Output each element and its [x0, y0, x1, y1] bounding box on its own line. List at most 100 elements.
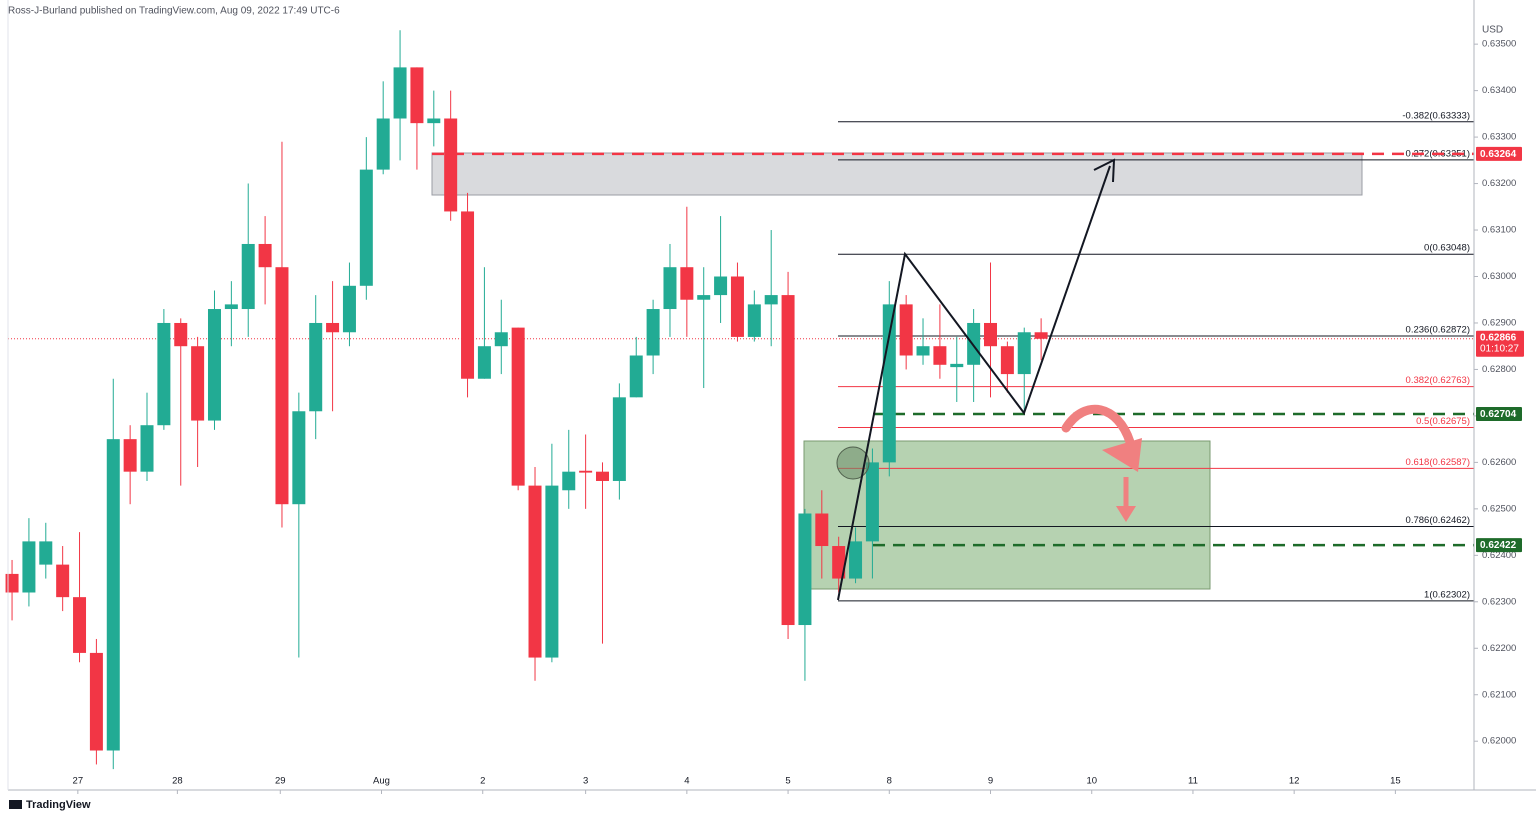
candle-body	[798, 513, 812, 626]
candle-body	[781, 295, 795, 626]
candle-body	[326, 322, 340, 333]
candle-body	[292, 411, 306, 505]
candle-body	[832, 546, 846, 579]
candle-body	[393, 67, 407, 119]
candle-body	[1034, 332, 1048, 339]
y-tick-label: 0.63400	[1482, 85, 1516, 96]
fib-label: 0.786(0.62462)	[1406, 515, 1470, 526]
projection-line	[837, 165, 1111, 601]
candle-body	[595, 471, 609, 481]
x-tick-label: 8	[887, 776, 892, 787]
x-tick-label: 12	[1289, 776, 1300, 787]
candle-body	[359, 169, 373, 286]
candle-body	[258, 243, 272, 268]
candle-body	[410, 67, 424, 124]
candle-body	[275, 267, 289, 505]
candle-body	[562, 471, 576, 491]
candle-body	[157, 322, 171, 426]
candle-body	[106, 439, 120, 751]
fib-label: 1(0.62302)	[1424, 589, 1470, 600]
x-tick-label: 5	[785, 776, 790, 787]
candle-body	[461, 211, 475, 379]
fib-label: -0.382(0.63333)	[1402, 110, 1470, 121]
y-tick-label: 0.62600	[1482, 457, 1516, 468]
candle-body	[511, 327, 525, 486]
x-tick-label: 3	[583, 776, 588, 787]
x-tick-label: 10	[1086, 776, 1097, 787]
curved-arrow-head	[1102, 438, 1142, 472]
highlight-circle	[836, 446, 870, 480]
marks: -0.382(0.63333)0.272(0.63251)0(0.63048)0…	[5, 30, 1474, 770]
x-tick-label: 11	[1188, 776, 1198, 787]
candle-body	[342, 285, 356, 333]
header: Ross-J-Burland published on TradingView.…	[8, 6, 340, 17]
fib-label: 0.382(0.62763)	[1406, 375, 1470, 386]
y-tick-label: 0.63200	[1482, 178, 1516, 189]
down-arrow-head	[1116, 506, 1136, 522]
x-tick-label: 9	[988, 776, 993, 787]
y-tick-label: 0.62500	[1482, 503, 1516, 514]
candle-body	[73, 597, 87, 653]
y-tick-label: 0.62800	[1482, 364, 1516, 375]
candle-body	[629, 355, 643, 398]
candle-body	[56, 564, 70, 598]
y-tick-label: 0.62000	[1482, 736, 1516, 747]
y-tick-label: 0.63500	[1482, 39, 1516, 50]
currency: USD	[1482, 25, 1503, 36]
x-tick-label: 28	[172, 776, 183, 787]
candle-body	[140, 425, 154, 472]
drawings-over	[836, 158, 1142, 601]
candle-body	[612, 397, 626, 481]
candle-body	[174, 322, 188, 347]
candle-body	[815, 513, 829, 547]
price-tag	[1476, 407, 1522, 422]
x-tick-label: 29	[275, 776, 286, 787]
price-tag-label: 0.62704	[1480, 409, 1517, 420]
candle-body	[39, 541, 53, 565]
x-tick-label: 4	[684, 776, 689, 787]
candle-body	[1000, 346, 1014, 375]
candle-body	[89, 652, 103, 751]
price-tag	[1476, 538, 1522, 553]
candle-body	[376, 118, 390, 170]
y-tick-label: 0.62100	[1482, 689, 1516, 700]
candle-body	[730, 276, 744, 337]
candle-body	[697, 295, 711, 300]
resistance-zone	[431, 152, 1363, 196]
price-tag-label: 0.62422	[1480, 540, 1517, 551]
candle-body	[579, 470, 593, 473]
x-tick-label: 15	[1390, 776, 1401, 787]
candle-body	[933, 346, 947, 365]
y-tick-label: 0.62200	[1482, 643, 1516, 654]
fib-label: 0.618(0.62587)	[1406, 457, 1470, 468]
brand-logo	[9, 800, 22, 809]
fib-label: 0.236(0.62872)	[1406, 324, 1470, 335]
candle-body	[207, 309, 221, 421]
y-tick-label: 0.63000	[1482, 271, 1516, 282]
candle-body	[899, 304, 913, 356]
last-price-label: 0.62866	[1480, 332, 1517, 343]
candle-body	[646, 309, 660, 356]
y-tick-label: 0.63300	[1482, 132, 1516, 143]
candle-body	[427, 118, 441, 124]
candle-body	[950, 363, 964, 368]
candle-body	[224, 304, 238, 310]
y-tick-label: 0.62300	[1482, 596, 1516, 607]
candle-body	[747, 304, 761, 337]
arrow-head	[1093, 158, 1116, 183]
y-tick-label: 0.63100	[1482, 225, 1516, 236]
candle-body	[865, 462, 879, 542]
countdown: 01:10:27	[1480, 343, 1519, 354]
candle-body	[444, 118, 458, 212]
last-price-tag	[1476, 330, 1524, 357]
drawings-under	[431, 152, 1363, 590]
candle-body	[241, 243, 255, 310]
x-tick-label: 2	[480, 776, 485, 787]
candle-body	[714, 276, 728, 296]
price-tag	[1476, 146, 1522, 161]
candle-body	[494, 332, 508, 347]
price-tag-label: 0.63264	[1480, 149, 1517, 160]
candle-body	[123, 439, 137, 472]
candle-body	[309, 322, 323, 412]
